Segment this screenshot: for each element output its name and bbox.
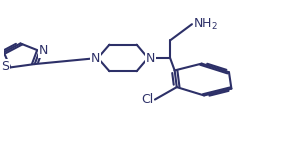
Text: N: N xyxy=(91,52,100,65)
Text: N: N xyxy=(39,44,48,57)
Text: Cl: Cl xyxy=(141,93,153,106)
Text: S: S xyxy=(1,60,9,73)
Text: NH$_2$: NH$_2$ xyxy=(193,17,218,32)
Text: N: N xyxy=(146,52,155,65)
